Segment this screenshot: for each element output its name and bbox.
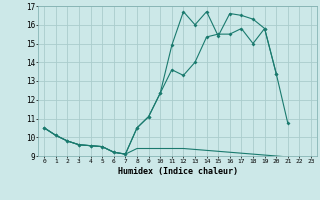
X-axis label: Humidex (Indice chaleur): Humidex (Indice chaleur): [118, 167, 238, 176]
